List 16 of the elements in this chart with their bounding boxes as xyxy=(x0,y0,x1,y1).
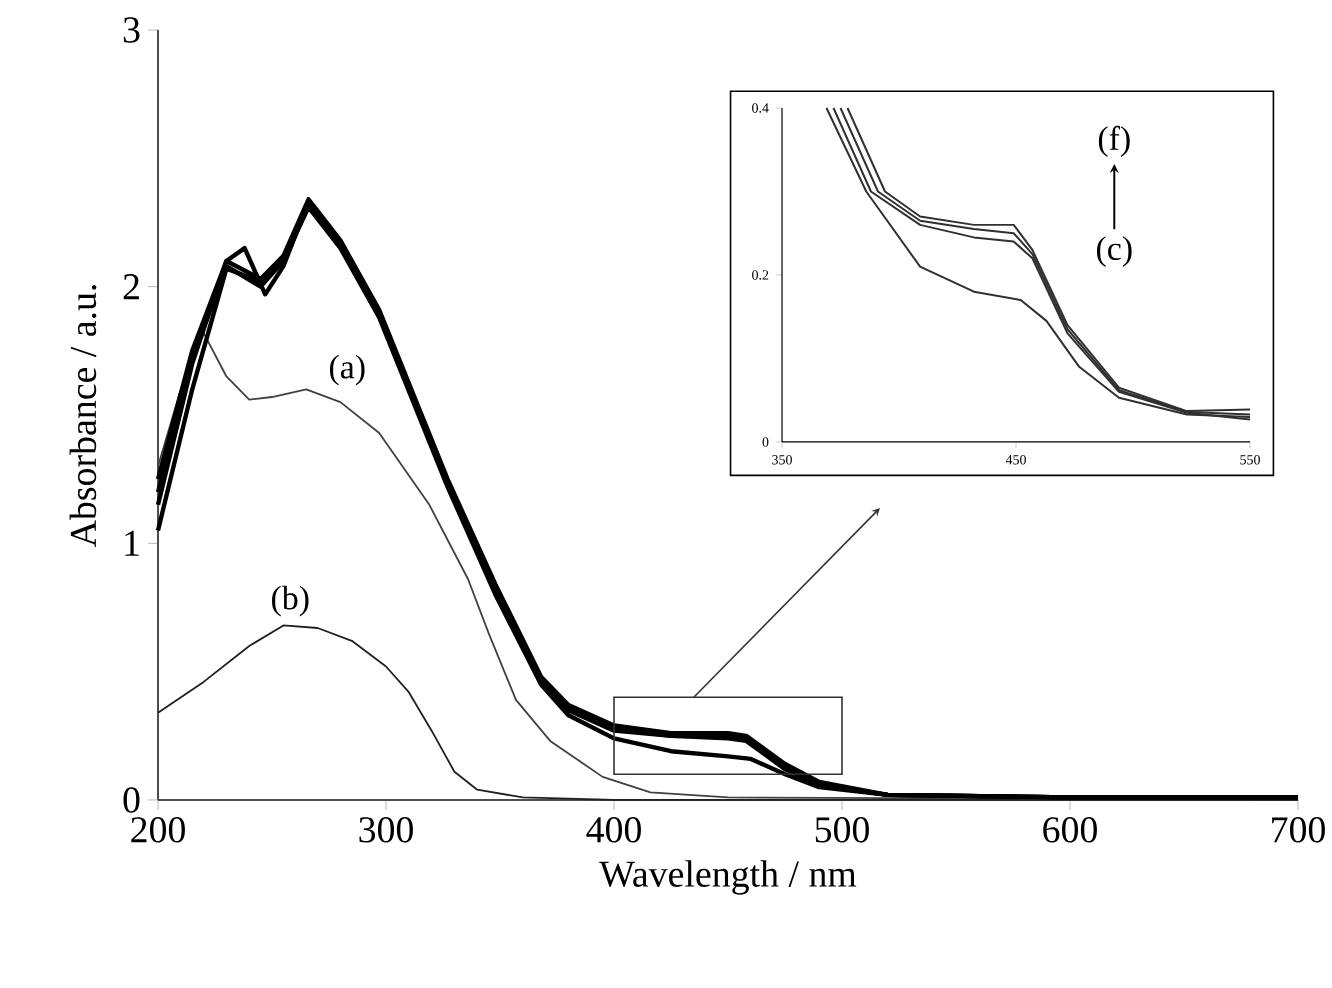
y-tick-label: 3 xyxy=(123,17,140,43)
x-tick-label: 400 xyxy=(586,817,641,843)
annotation: (b) xyxy=(272,585,309,617)
x-tick-label: 300 xyxy=(359,817,413,843)
y-tick-label: 1 xyxy=(125,530,139,556)
y-axis-title: Absorbance / a.u. xyxy=(69,285,97,548)
annotation: (f) xyxy=(1098,125,1130,157)
x-tick-label: 700 xyxy=(1272,817,1325,843)
annotation: (c) xyxy=(1097,236,1132,267)
x-tick-label: 200 xyxy=(131,817,185,843)
annotation: (a) xyxy=(329,354,365,386)
x-tick-label: 600 xyxy=(1043,817,1097,843)
y-tick-label: 0 xyxy=(123,787,140,813)
x-tick-label: 500 xyxy=(815,817,869,843)
y-tick-label: 2 xyxy=(123,274,139,300)
x-axis-title: Wavelength / nm xyxy=(599,860,857,895)
